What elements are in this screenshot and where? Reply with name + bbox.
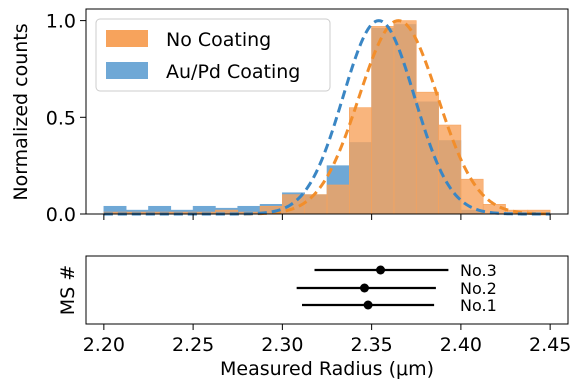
errorbar-point	[376, 265, 386, 275]
no-coating-bar	[304, 194, 328, 215]
errorbar-y-axis-label: MS #	[57, 265, 79, 315]
legend-label-no-coating: No Coating	[166, 29, 271, 51]
errorbar-plot-frame	[85, 255, 569, 325]
errorbar-panel: No.3No.2No.1 2.20 2.25 2.30 2.35 2.40 2.45 MS…	[57, 255, 571, 379]
histogram-panel: 0.0 0.5 1.0 Normalized counts No Coating A…	[10, 8, 569, 226]
errorbar-point-label: No.2	[460, 279, 497, 298]
no-coating-bar	[460, 178, 484, 215]
no-coating-bars	[103, 20, 551, 215]
legend-swatch-au-pd-coating	[106, 62, 148, 79]
histogram-y-axis-label: Normalized counts	[10, 23, 32, 200]
legend-label-au-pd-coating: Au/Pd Coating	[166, 61, 300, 83]
histogram-plot-frame	[85, 8, 569, 215]
no-coating-bar	[326, 184, 350, 215]
legend-box	[95, 18, 331, 92]
histogram-y-axis: 0.0 0.5 1.0	[46, 11, 86, 226]
histogram-x-ticks	[103, 214, 551, 220]
x-tick-label: 2.40	[440, 334, 482, 356]
errorbar-point-label: No.1	[460, 296, 497, 315]
x-tick-label: 2.25	[172, 334, 214, 356]
y-tick-label: 0.0	[46, 204, 76, 226]
no-coating-bar	[349, 107, 372, 215]
x-tick-label: 2.45	[529, 334, 571, 356]
errorbar-point	[363, 300, 373, 310]
errorbar-points: No.3No.2No.1	[296, 261, 497, 315]
errorbar-point	[359, 283, 369, 293]
y-tick-label: 1.0	[46, 11, 76, 33]
x-tick-label: 2.35	[350, 334, 392, 356]
no-coating-bar	[438, 124, 462, 215]
x-tick-label: 2.30	[261, 334, 303, 356]
x-tick-label: 2.20	[83, 334, 125, 356]
legend-swatch-no-coating	[106, 30, 148, 47]
x-axis-label: Measured Radius (μm)	[220, 358, 434, 379]
errorbar-x-axis: 2.20 2.25 2.30 2.35 2.40 2.45	[83, 324, 571, 356]
y-tick-label: 0.5	[46, 107, 76, 129]
errorbar-point-label: No.3	[460, 261, 497, 280]
legend: No Coating Au/Pd Coating	[95, 18, 331, 92]
no-coating-bar	[393, 20, 417, 215]
